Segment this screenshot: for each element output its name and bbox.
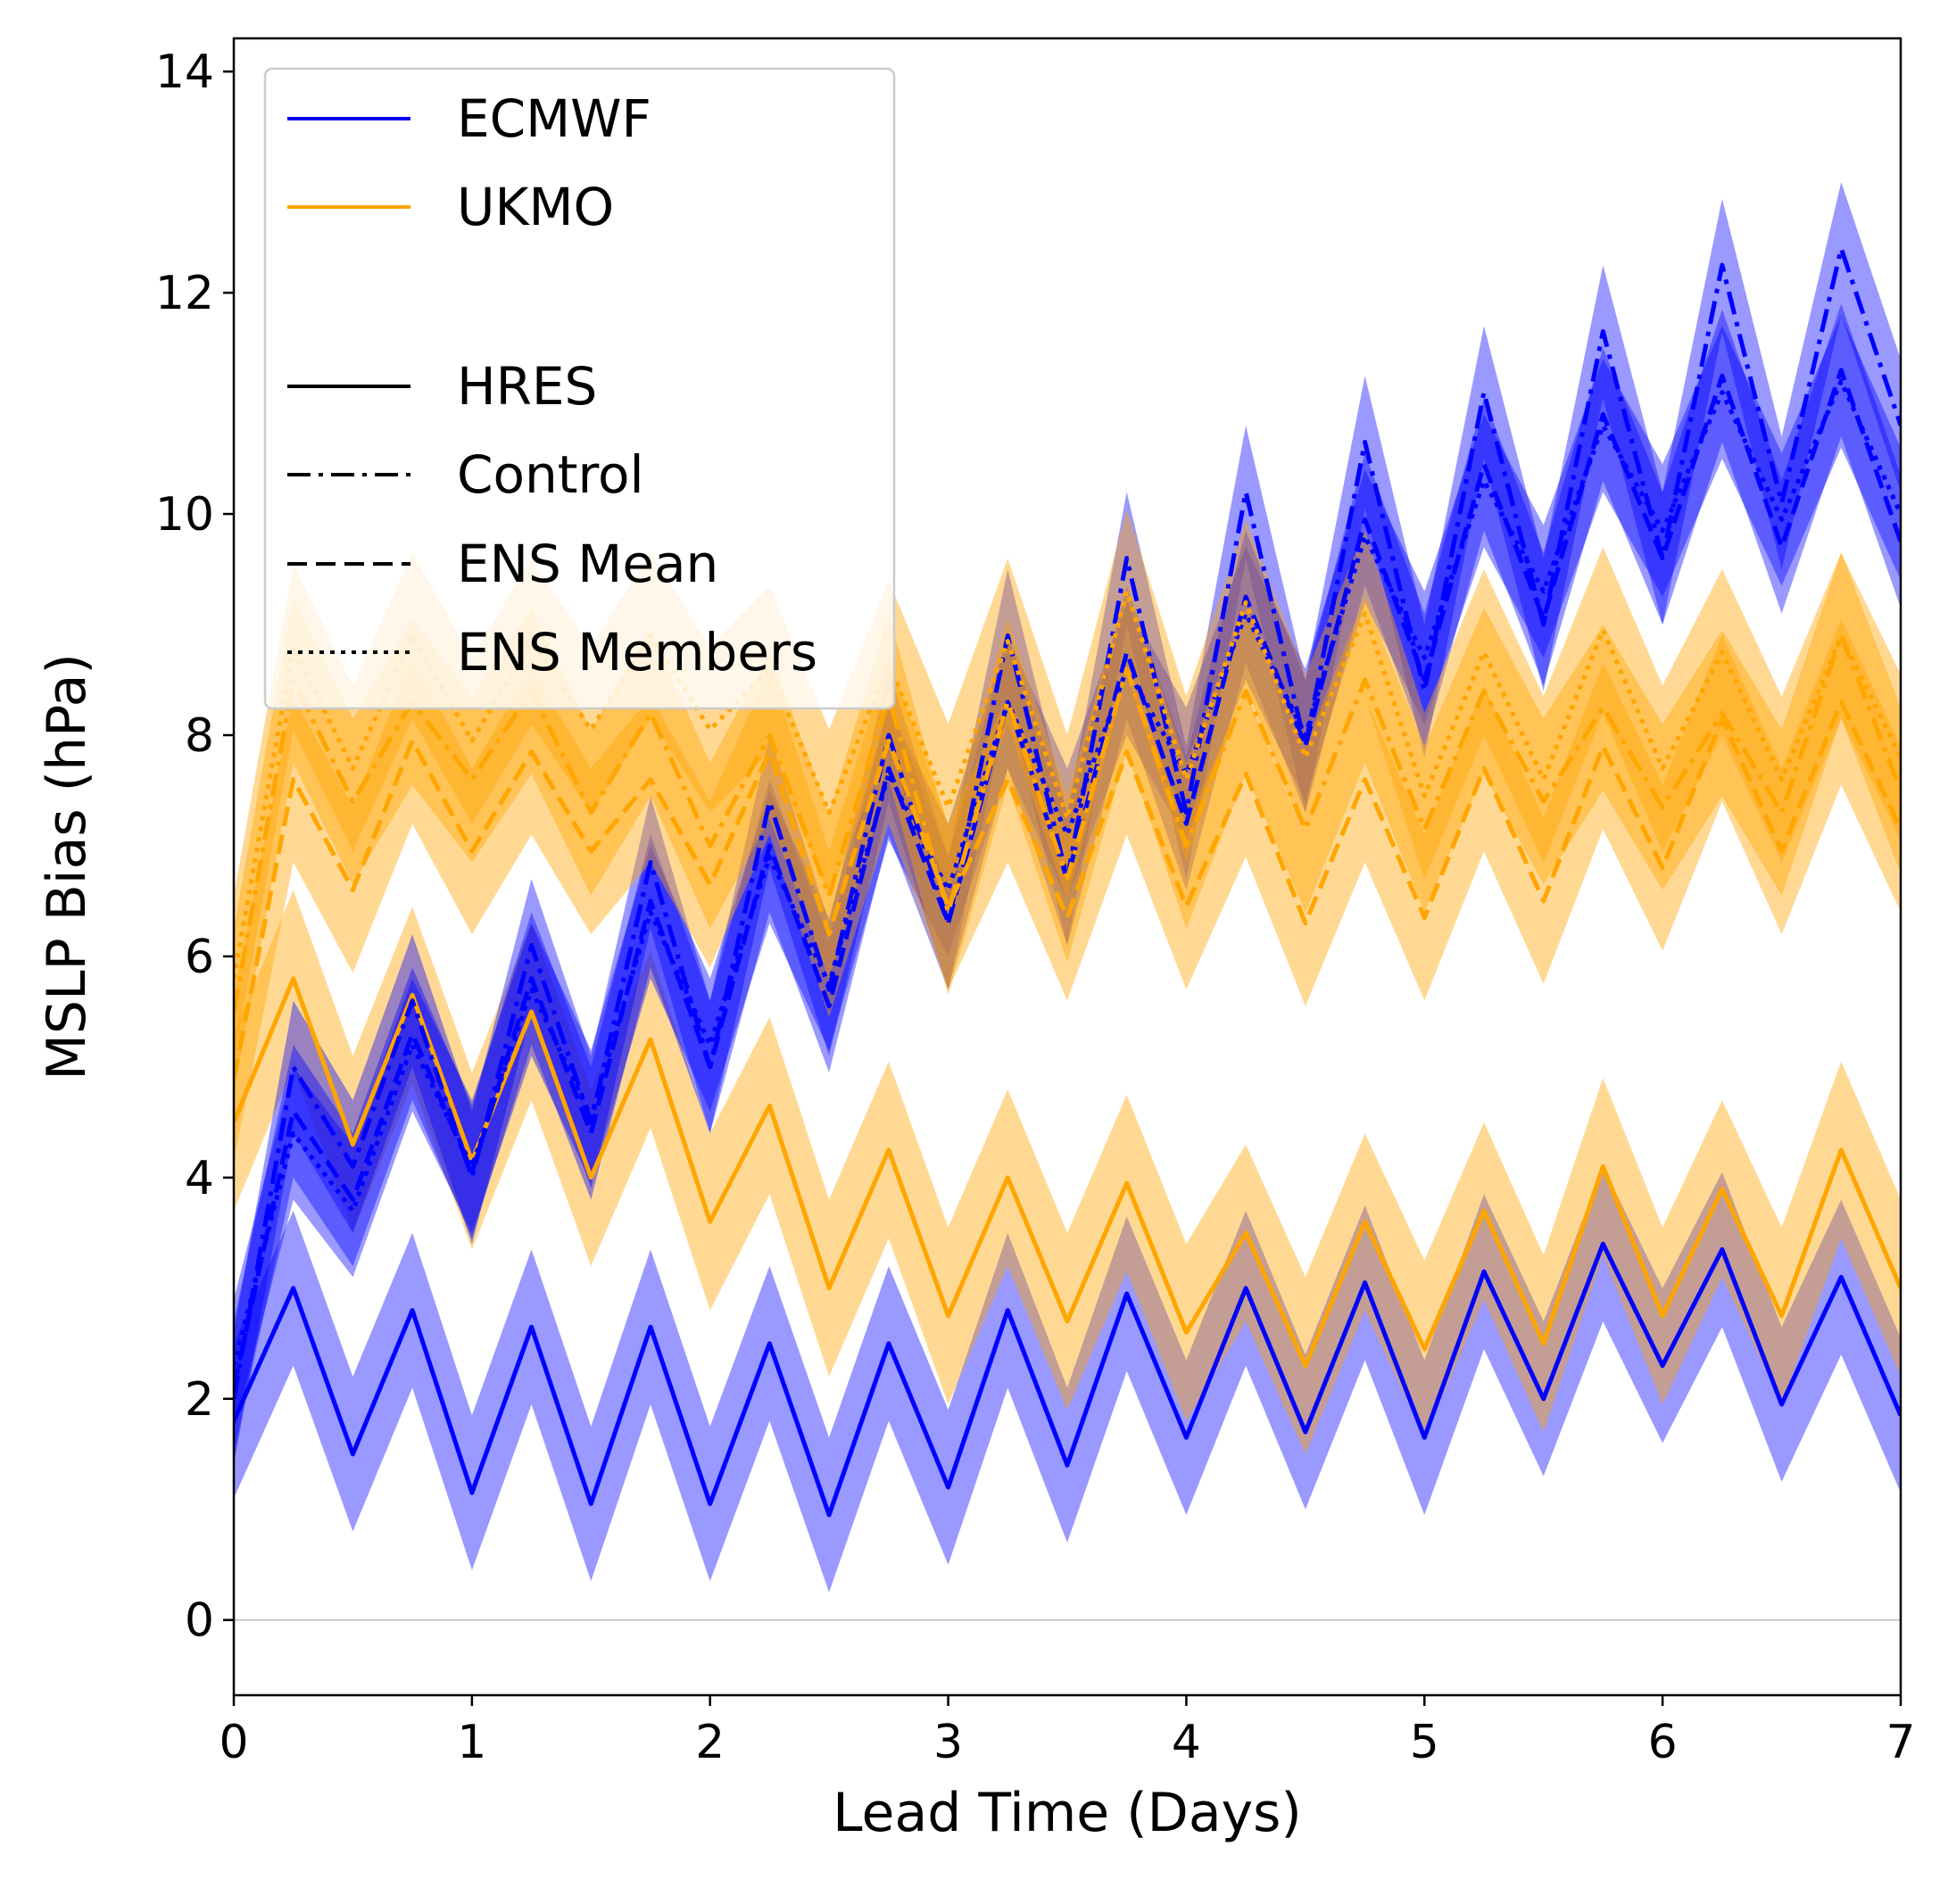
line-ukmo-ens-mean xyxy=(234,700,1901,1079)
legend-label-ecmwf: ECMWF xyxy=(457,88,651,149)
x-axis-title: Lead Time (Days) xyxy=(833,1782,1302,1844)
x-tick-label: 7 xyxy=(1886,1716,1915,1769)
x-tick-label: 6 xyxy=(1648,1716,1678,1769)
legend-label-ukmo: UKMO xyxy=(457,177,614,237)
y-tick-label: 2 xyxy=(185,1373,214,1427)
line-ukmo-control xyxy=(234,633,1901,1013)
legend: ECMWF UKMO HRES Control ENS Mean ENS Members xyxy=(263,67,896,710)
y-tick-label: 6 xyxy=(185,931,214,984)
x-tick-label: 2 xyxy=(695,1716,725,1769)
line-ecmwf-hres xyxy=(234,1241,1901,1518)
legend-label-ens-mean: ENS Mean xyxy=(457,534,718,594)
x-tick-label: 3 xyxy=(933,1716,963,1769)
y-axis-ticks: 0 2 4 6 8 10 12 14 xyxy=(155,46,234,1648)
y-tick-label: 10 xyxy=(155,488,214,542)
y-tick-label: 12 xyxy=(155,267,214,320)
x-tick-label: 1 xyxy=(457,1716,486,1769)
y-axis-title: MSLP Bias (hPa) xyxy=(36,653,98,1080)
y-tick-label: 8 xyxy=(185,709,214,763)
line-ukmo-hres xyxy=(234,976,1901,1369)
legend-label-control: Control xyxy=(457,444,644,505)
plot-area-frame xyxy=(232,37,1902,1697)
band-ukmo-ens-mean xyxy=(234,618,1901,1162)
x-tick-label: 5 xyxy=(1410,1716,1439,1769)
x-tick-label: 4 xyxy=(1172,1716,1201,1769)
line-ecmwf-ens-members xyxy=(234,378,1901,1367)
x-tick-label: 0 xyxy=(219,1716,248,1769)
y-tick-label: 14 xyxy=(155,46,214,99)
y-tick-label: 4 xyxy=(185,1152,214,1205)
legend-box xyxy=(263,67,896,710)
band-ecmwf-control xyxy=(234,182,1901,1466)
legend-label-hres: HRES xyxy=(457,356,597,417)
band-ukmo-hres xyxy=(234,890,1901,1454)
y-tick-label: 0 xyxy=(185,1594,214,1648)
legend-label-ens-members: ENS Members xyxy=(457,622,817,683)
x-axis-ticks: 0 1 2 3 4 5 6 7 xyxy=(219,1695,1916,1769)
